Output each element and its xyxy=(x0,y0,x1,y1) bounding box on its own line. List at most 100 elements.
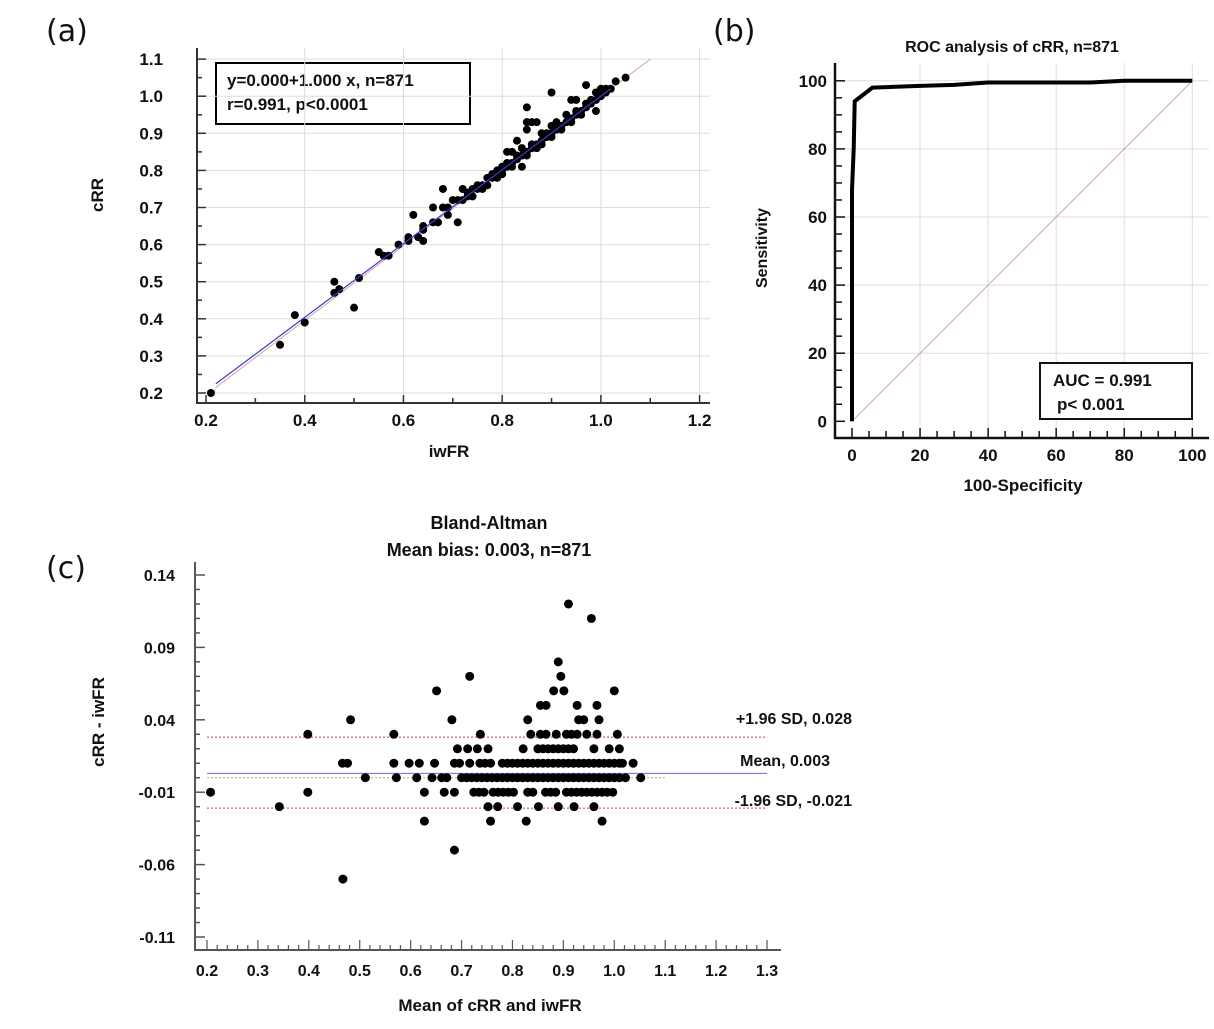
c-data-point xyxy=(594,715,604,725)
c-upper-loa-label: +1.96 SD, 0.028 xyxy=(736,711,852,728)
c-data-point xyxy=(628,758,638,768)
c-data-point xyxy=(206,787,216,797)
c-data-point xyxy=(452,744,462,754)
c-x-tick-label: 1.2 xyxy=(705,963,727,980)
b-x-tick-label: 0 xyxy=(847,446,856,465)
b-annotation-p: p< 0.001 xyxy=(1057,395,1125,414)
a-data-point xyxy=(522,151,531,160)
c-data-point xyxy=(526,729,536,739)
b-y-tick-label: 20 xyxy=(808,344,827,363)
c-data-point xyxy=(430,758,440,768)
c-ylabel: cRR - iwFR xyxy=(89,677,108,767)
c-data-point xyxy=(541,700,551,710)
c-data-point xyxy=(343,758,353,768)
panel-label-c: (c) xyxy=(46,551,86,586)
a-data-point xyxy=(532,118,541,127)
b-roc-curve xyxy=(850,78,1193,422)
c-data-point xyxy=(551,729,561,739)
c-data-point xyxy=(483,802,493,812)
c-x-tick-label: 0.4 xyxy=(298,963,320,980)
a-data-point xyxy=(330,277,339,286)
c-data-point xyxy=(419,816,429,826)
panel-label-b: (b) xyxy=(713,14,756,49)
c-x-tick-label: 0.2 xyxy=(196,963,218,980)
b-xlabel: 100-Specificity xyxy=(963,476,1083,495)
c-title: Bland-Altman xyxy=(431,513,548,533)
a-data-point xyxy=(443,210,452,219)
b-y-tick-label: 80 xyxy=(808,140,827,159)
b-reference-diagonal xyxy=(851,80,1193,422)
c-data-point xyxy=(432,686,442,696)
b-y-tick-label: 100 xyxy=(799,72,827,91)
c-data-point xyxy=(419,787,429,797)
a-data-point xyxy=(429,203,438,212)
b-x-tick-label: 100 xyxy=(1178,446,1206,465)
a-data-point xyxy=(572,95,581,104)
c-x-tick-label: 0.6 xyxy=(400,963,422,980)
a-data-point xyxy=(522,125,531,134)
c-data-point xyxy=(447,715,457,725)
c-data-point xyxy=(439,787,449,797)
c-data-point xyxy=(592,729,602,739)
panel-label-a: (a) xyxy=(46,14,88,49)
c-y-tick-label: 0.14 xyxy=(144,568,175,585)
c-data-point xyxy=(427,773,437,783)
c-data-point xyxy=(391,773,401,783)
c-x-tick-label: 1.0 xyxy=(603,963,625,980)
a-data-point xyxy=(567,118,576,127)
c-data-point xyxy=(414,758,424,768)
c-y-tick-label: -0.06 xyxy=(139,858,176,875)
c-data-point xyxy=(620,773,630,783)
c-data-point xyxy=(389,758,399,768)
c-data-point xyxy=(636,773,646,783)
a-data-point xyxy=(350,303,359,312)
c-data-point xyxy=(412,773,422,783)
a-data-point xyxy=(433,218,442,227)
a-data-point xyxy=(591,107,600,116)
c-data-point xyxy=(614,744,624,754)
a-data-point xyxy=(517,162,526,171)
c-x-tick-label: 0.3 xyxy=(247,963,269,980)
b-y-tick-label: 40 xyxy=(808,276,827,295)
c-data-point xyxy=(528,787,538,797)
c-data-point xyxy=(553,657,563,667)
a-data-point xyxy=(409,210,418,219)
c-data-point xyxy=(604,744,614,754)
c-data-point xyxy=(559,686,569,696)
c-data-point xyxy=(597,816,607,826)
a-data-point xyxy=(453,218,462,227)
a-annotation-line2: r=0.991, p<0.0001 xyxy=(227,95,368,114)
a-x-tick-label: 0.2 xyxy=(194,411,218,430)
a-data-point xyxy=(468,192,477,201)
b-annotation-box xyxy=(1039,362,1193,420)
a-x-tick-label: 0.8 xyxy=(490,411,514,430)
a-ylabel: cRR xyxy=(88,178,107,212)
a-data-point xyxy=(512,136,521,145)
c-data-point xyxy=(455,758,465,768)
a-annotation-box xyxy=(215,62,471,125)
c-data-point xyxy=(592,700,602,710)
c-data-point xyxy=(486,758,496,768)
c-data-point xyxy=(617,758,627,768)
b-y-tick-label: 0 xyxy=(818,412,827,431)
c-data-point xyxy=(589,744,599,754)
c-data-point xyxy=(465,671,475,681)
c-data-point xyxy=(609,686,619,696)
c-data-point xyxy=(479,787,489,797)
c-data-point xyxy=(483,744,493,754)
c-data-point xyxy=(556,671,566,681)
c-y-tick-label: 0.04 xyxy=(144,713,175,730)
a-y-tick-label: 0.7 xyxy=(139,199,163,218)
c-x-tick-label: 0.9 xyxy=(552,963,574,980)
a-data-point xyxy=(335,285,344,294)
c-data-point xyxy=(404,758,414,768)
c-data-point xyxy=(338,874,348,884)
c-data-point xyxy=(551,787,561,797)
a-data-point xyxy=(537,140,546,149)
c-data-point xyxy=(523,715,533,725)
c-y-tick-label: 0.09 xyxy=(144,640,175,657)
a-x-tick-label: 1.2 xyxy=(688,411,712,430)
c-data-point xyxy=(572,729,582,739)
b-x-tick-label: 60 xyxy=(1047,446,1066,465)
